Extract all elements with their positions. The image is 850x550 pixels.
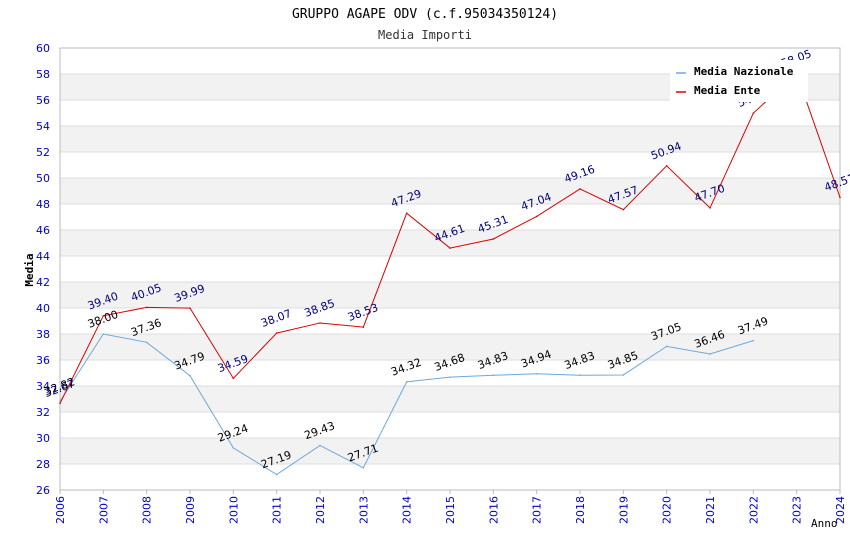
data-label: 38.07 <box>259 307 293 330</box>
data-point <box>579 188 581 190</box>
data-point <box>145 306 148 309</box>
x-tick-label: 2024 <box>834 496 847 524</box>
x-tick-label: 2011 <box>271 496 284 524</box>
data-point <box>579 374 581 377</box>
series-lines <box>59 72 841 476</box>
grid-band <box>60 126 840 152</box>
y-tick-label: 26 <box>36 484 50 497</box>
data-point <box>102 315 105 317</box>
data-point <box>319 444 321 447</box>
data-point <box>405 381 408 383</box>
legend-label-ente: Media Ente <box>694 84 761 97</box>
data-point <box>275 332 278 334</box>
data-point <box>275 473 278 476</box>
x-tick-label: 2022 <box>747 496 760 524</box>
data-point <box>839 196 841 199</box>
y-tick-label: 34 <box>36 380 50 393</box>
data-point <box>492 374 495 377</box>
data-point <box>752 112 755 114</box>
data-point <box>709 207 711 209</box>
y-tick-label: 44 <box>36 250 50 263</box>
data-point <box>145 341 148 344</box>
chart-title: GRUPPO AGAPE ODV (c.f.95034350124) <box>292 7 558 22</box>
data-point <box>665 164 668 167</box>
y-axis: 26 28 30 32 34 36 38 40 42 44 46 48 50 52 54 56 58 60 <box>36 42 50 497</box>
data-point <box>405 212 408 215</box>
data-point <box>102 333 105 335</box>
data-point <box>622 374 625 376</box>
y-tick-label: 42 <box>36 276 50 289</box>
data-point <box>232 447 235 449</box>
data-point <box>232 377 235 380</box>
chart-subtitle: Media Importi <box>378 28 472 42</box>
grid-band <box>60 282 840 308</box>
y-tick-label: 30 <box>36 432 50 445</box>
data-label: 48.51 <box>823 171 850 194</box>
x-tick-label: 2015 <box>444 496 457 524</box>
y-tick-label: 48 <box>36 198 50 211</box>
data-point <box>752 339 755 342</box>
data-point <box>709 353 711 355</box>
x-tick-label: 2010 <box>227 496 240 524</box>
x-tick-label: 2017 <box>531 496 544 524</box>
data-point <box>362 326 365 328</box>
x-tick-label: 2012 <box>314 496 327 524</box>
x-tick-label: 2006 <box>54 496 67 524</box>
x-axis: 2006 2007 2008 2009 2010 2011 2012 2013 2014 2015… <box>54 490 847 524</box>
data-point <box>665 345 668 348</box>
y-tick-label: 60 <box>36 42 50 55</box>
legend-box <box>670 60 808 102</box>
x-tick-label: 2007 <box>97 496 110 524</box>
grid-band <box>60 386 840 412</box>
y-tick-label: 50 <box>36 172 50 185</box>
x-tick-label: 2023 <box>791 496 804 524</box>
y-tick-label: 32 <box>36 406 50 419</box>
y-tick-label: 46 <box>36 224 50 237</box>
x-axis-label: Anno <box>811 517 838 530</box>
x-tick-label: 2020 <box>661 496 674 524</box>
y-tick-label: 40 <box>36 302 50 315</box>
grid-band <box>60 230 840 256</box>
y-tick-label: 56 <box>36 94 50 107</box>
y-tick-label: 54 <box>36 120 50 133</box>
x-tick-label: 2014 <box>401 496 414 524</box>
x-tick-label: 2016 <box>487 496 500 524</box>
data-point <box>59 402 61 405</box>
x-tick-label: 2009 <box>184 496 197 524</box>
grid-band <box>60 334 840 360</box>
data-point <box>535 215 538 218</box>
y-tick-label: 52 <box>36 146 50 159</box>
data-point <box>189 374 191 377</box>
data-point <box>362 466 365 469</box>
grid-band <box>60 178 840 204</box>
data-point <box>189 307 191 309</box>
x-tick-label: 2008 <box>141 496 154 524</box>
data-point <box>622 208 625 211</box>
x-tick-label: 2021 <box>704 496 717 524</box>
y-tick-label: 58 <box>36 68 50 81</box>
y-axis-label: Media <box>23 253 36 286</box>
data-point <box>535 372 538 375</box>
y-tick-label: 28 <box>36 458 50 471</box>
y-tick-label: 38 <box>36 328 50 341</box>
plot-area-border <box>59 47 841 491</box>
data-point <box>319 322 321 324</box>
data-point <box>449 376 451 378</box>
legend-label-nazionale: Media Nazionale <box>694 65 794 78</box>
grid-band <box>60 438 840 464</box>
y-tick-label: 36 <box>36 354 50 367</box>
plot-bands <box>60 74 840 464</box>
x-tick-label: 2019 <box>617 496 630 524</box>
x-tick-label: 2013 <box>357 496 370 524</box>
legend: Media Nazionale Media Ente <box>670 60 808 102</box>
data-point <box>492 238 495 240</box>
x-tick-label: 2018 <box>574 496 587 524</box>
data-point <box>449 247 451 249</box>
grid-lines <box>60 47 840 491</box>
